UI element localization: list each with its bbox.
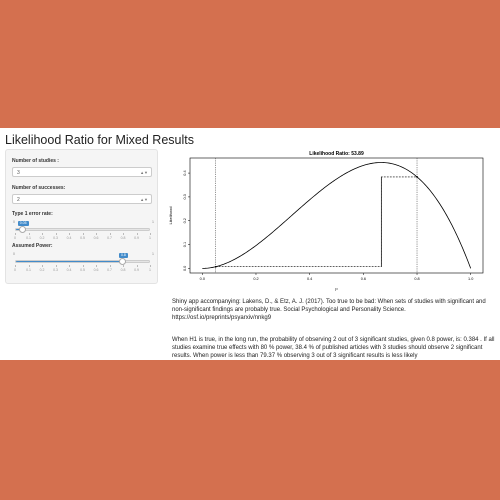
slider-tick — [15, 265, 16, 267]
power-label: Assumed Power: — [12, 243, 53, 249]
slider-tick-label: 0.9 — [134, 236, 139, 240]
likelihood-chart: Likelihood Ratio: 53.89 p Likelihood 0.0 0.2… — [165, 148, 495, 293]
x-tick-label: 0.6 — [361, 277, 366, 281]
slider-tick — [69, 265, 70, 267]
slider-tick-label: 0.6 — [93, 268, 99, 272]
chart-svg: Likelihood Ratio: 53.89 p Likelihood 0.0 0.2… — [168, 151, 484, 291]
num-successes-input[interactable]: 2 ▲▼ — [12, 194, 152, 204]
y-tick-label: 0.0 — [183, 266, 187, 271]
power-value-badge: 0.8 — [119, 253, 128, 258]
slider-tick — [109, 233, 111, 235]
power-slider[interactable] — [15, 258, 150, 265]
num-successes-label: Number of successes: — [12, 185, 66, 191]
explanation-text: When H1 is true, in the long run, the pr… — [172, 337, 495, 359]
slider-tick-label: 0 — [14, 236, 16, 240]
power-max: 1 — [152, 252, 154, 256]
slider-tick-label: 0.7 — [107, 236, 112, 240]
alpha-min: 0 — [13, 220, 15, 224]
data-point — [416, 175, 418, 178]
sidebar-panel: Number of studies : 3 ▲▼ Number of succe… — [5, 149, 158, 284]
y-axis-label: Likelihood — [168, 206, 173, 224]
slider-tick — [28, 233, 30, 235]
slider-tick-label: 0.8 — [120, 268, 126, 272]
slider-tick-label: 1 — [149, 236, 151, 240]
num-successes-value: 2 — [17, 197, 20, 203]
slider-tick — [136, 265, 138, 267]
slider-tick — [42, 265, 43, 267]
dashed-step-line — [215, 176, 418, 268]
slider-tick — [15, 233, 16, 235]
slider-tick — [123, 233, 124, 235]
slider-tick — [123, 265, 124, 267]
chart-title: Likelihood Ratio: 53.89 — [309, 151, 364, 157]
slider-tick-label: 0.3 — [53, 236, 58, 240]
citation-text: Shiny app accompanying: Lakens, D., & Et… — [172, 299, 486, 321]
x-axis-label: p — [335, 286, 338, 291]
power-min: 0 — [13, 252, 15, 256]
x-tick-label: 0.8 — [414, 277, 419, 281]
y-tick-label: 0.1 — [183, 242, 187, 247]
num-studies-value: 3 — [17, 170, 20, 176]
alpha-label: Type 1 error rate: — [12, 211, 53, 217]
data-point — [214, 265, 217, 268]
slider-tick — [150, 233, 151, 235]
x-tick-label: 0.2 — [253, 277, 258, 281]
num-studies-label: Number of studies : — [12, 158, 59, 164]
slider-tick-label: 0.6 — [93, 236, 99, 240]
y-tick-label: 0.4 — [183, 170, 187, 175]
slider-tick — [136, 233, 138, 235]
slider-tick-label: 0.9 — [134, 268, 139, 272]
spinner-icon[interactable]: ▲▼ — [140, 170, 148, 175]
x-tick-label: 0.4 — [307, 277, 312, 281]
alpha-max: 1 — [152, 220, 154, 224]
slider-tick — [28, 265, 30, 267]
alpha-value-badge: 0.05 — [17, 221, 29, 226]
alpha-slider[interactable] — [15, 226, 150, 233]
slider-tick-label: 1 — [149, 268, 151, 272]
slider-tick-label: 0.1 — [26, 236, 31, 240]
slider-tick-label: 0.1 — [26, 268, 31, 272]
page-title: Likelihood Ratio for Mixed Results — [5, 133, 194, 147]
num-studies-input[interactable]: 3 ▲▼ — [12, 167, 152, 177]
slider-tick-label: 0.7 — [107, 268, 112, 272]
slider-tick — [82, 233, 84, 235]
slider-tick-label: 0.2 — [39, 268, 45, 272]
slider-tick — [82, 265, 84, 267]
plot-frame — [189, 157, 484, 274]
alpha-ticks: 0 0.1 0.2 0.3 0.4 0.5 0.6 0.7 0.8 0.9 1 — [14, 233, 151, 241]
x-tick-label: 1.0 — [468, 277, 473, 281]
app-window: Likelihood Ratio for Mixed Results Numbe… — [0, 128, 500, 360]
spinner-icon[interactable]: ▲▼ — [140, 197, 148, 202]
alpha-slider-handle[interactable] — [19, 226, 27, 233]
power-slider-fill — [16, 261, 123, 262]
slider-tick-label: 0.4 — [66, 236, 72, 240]
slider-tick-label: 0 — [14, 268, 16, 272]
likelihood-curve — [202, 162, 472, 269]
slider-tick-label: 0.5 — [80, 268, 85, 272]
slider-tick-label: 0.3 — [53, 268, 58, 272]
slider-tick-label: 0.5 — [80, 236, 85, 240]
slider-tick — [55, 265, 57, 267]
slider-tick — [96, 265, 97, 267]
x-tick-label: 0.0 — [200, 277, 205, 281]
slider-tick — [55, 233, 57, 235]
power-slider-handle[interactable] — [118, 258, 126, 265]
slider-tick-label: 0.2 — [39, 236, 45, 240]
slider-tick — [69, 233, 70, 235]
slider-tick — [109, 265, 111, 267]
y-tick-label: 0.3 — [183, 194, 187, 199]
slider-tick — [150, 265, 151, 267]
slider-tick-label: 0.4 — [66, 268, 72, 272]
power-ticks: 0 0.1 0.2 0.3 0.4 0.5 0.6 0.7 0.8 0.9 1 — [14, 265, 151, 273]
slider-tick-label: 0.8 — [120, 236, 126, 240]
slider-tick — [42, 233, 43, 235]
y-tick-label: 0.2 — [183, 218, 187, 223]
slider-tick — [96, 233, 97, 235]
